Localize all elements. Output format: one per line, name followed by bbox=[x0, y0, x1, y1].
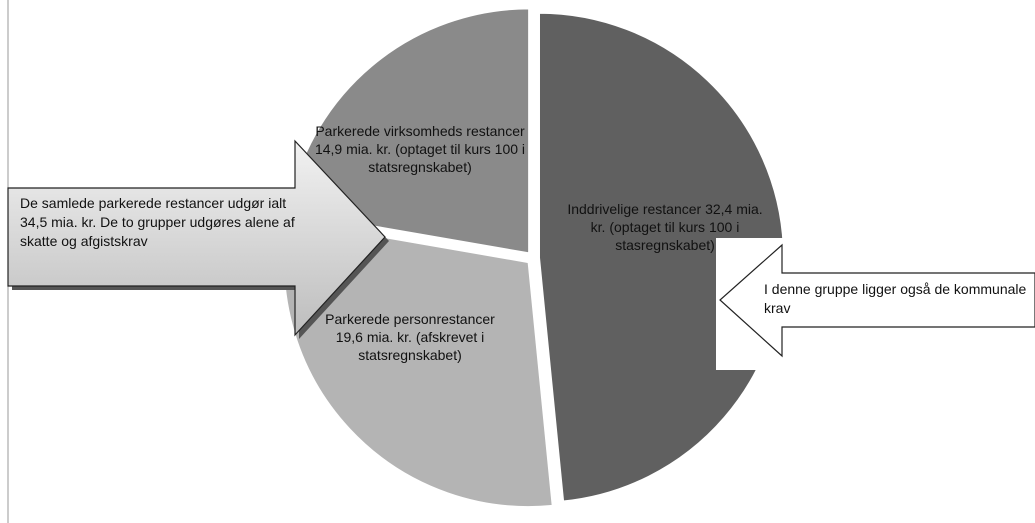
category-label: Inddrivelige restancer bbox=[567, 201, 702, 217]
left-arrow bbox=[7, 139, 386, 337]
annotation-text: De samlede parkerede restancer udgør ial… bbox=[20, 195, 295, 249]
slice-label: Inddrivelige restancer 32,4 mia. kr. (op… bbox=[567, 201, 763, 253]
value-label: 32,4 mia. kr. (optaget til kurs 100 i st… bbox=[590, 201, 763, 253]
pie bbox=[282, 7, 785, 509]
right-arrow bbox=[719, 243, 1035, 358]
annotation: I denne gruppe ligger også de kommunale … bbox=[764, 281, 1027, 316]
annotation: De samlede parkerede restancer udgør ial… bbox=[20, 195, 295, 249]
category-label: Parkerede virksomheds restancer bbox=[315, 123, 525, 139]
slice-label: Parkerede personrestancer 19,6 mia. kr. … bbox=[325, 311, 495, 363]
annotation-text: I denne gruppe ligger også de kommunale … bbox=[764, 281, 1027, 316]
value-label: 19,6 mia. kr. (afskrevet i statsregnskab… bbox=[335, 329, 485, 363]
value-label: 14,9 mia. kr. (optaget til kurs 100 i st… bbox=[314, 141, 526, 175]
category-label: Parkerede personrestancer bbox=[325, 311, 495, 327]
slice-label: Parkerede virksomheds restancer 14,9 mia… bbox=[314, 123, 526, 175]
